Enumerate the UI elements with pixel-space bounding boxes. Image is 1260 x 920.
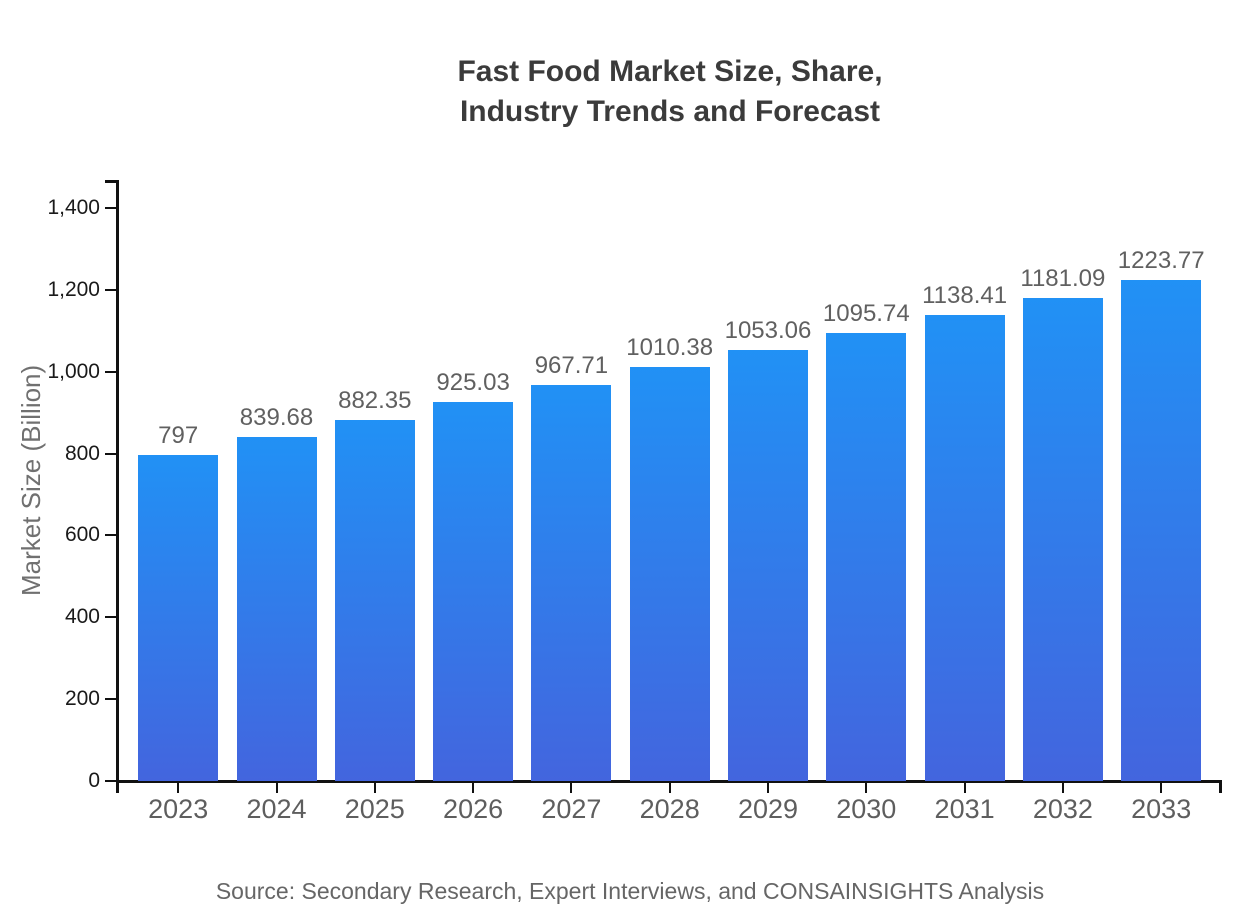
bar-2030 [826,332,907,781]
chart-title: Fast Food Market Size, Share, Industry T… [118,52,1222,132]
x-tick [373,781,376,793]
x-tick-label: 2024 [246,794,307,824]
y-tick [105,370,118,373]
y-tick [105,534,118,537]
y-tick [105,452,118,455]
bar-2026 [433,402,514,781]
x-tick [1160,781,1163,793]
bar-value-label: 797 [158,421,199,449]
x-tick [963,781,966,793]
x-tick [767,781,769,793]
bar-2027 [531,384,612,781]
x-tick-label: 2023 [148,794,209,824]
x-tick-label: 2031 [934,794,995,824]
x-tick [177,781,180,793]
x-axis-end-cap [1219,780,1222,793]
x-tick-label: 2033 [1131,794,1192,824]
bar-2024 [236,437,317,781]
y-tick-label: 1,400 [47,196,100,219]
y-tick-label: 200 [64,687,100,711]
x-tick-label: 2027 [541,794,602,824]
x-tick-label: 2025 [344,794,405,824]
bar-value-label: 839.68 [239,404,314,432]
chart-title-line-2: Industry Trends and Forecast [459,95,881,128]
source-note: Source: Secondary Research, Expert Inter… [215,878,1045,904]
bar-2031 [924,315,1005,781]
y-axis-top-cap [105,180,119,183]
x-tick-label: 2029 [737,794,799,824]
x-tick-label: 2030 [836,794,897,824]
bar-value-label: 1138.41 [922,282,1008,310]
x-tick [275,781,278,793]
x-tick [1061,781,1064,793]
bar-2033 [1121,280,1202,781]
y-tick [105,780,118,782]
y-tick [105,288,118,291]
y-tick [105,207,118,209]
bar-2028 [629,367,710,781]
x-tick-label: 2028 [639,794,700,824]
chart-title-line-1: Fast Food Market Size, Share, [457,55,883,88]
bar-value-label: 1010.38 [626,334,714,362]
bar-value-label: 1053.06 [724,316,812,344]
bar-value-label: 1095.74 [822,299,910,327]
y-tick-label: 1,000 [47,359,100,383]
y-tick-label: 800 [64,441,100,465]
x-tick [865,781,868,793]
bar-2029 [728,349,808,781]
x-tick [668,781,671,793]
y-axis-line [116,180,119,793]
bar-value-label: 925.03 [436,369,510,397]
x-tick [472,781,475,793]
bar-value-label: 882.35 [338,386,412,414]
y-tick [105,698,118,701]
bar-value-label: 1181.09 [1020,264,1106,292]
y-tick [105,616,118,619]
x-tick-label: 2026 [443,794,504,824]
bar-2032 [1022,297,1103,781]
x-tick-label: 2032 [1032,794,1093,824]
bar-2023 [138,454,219,781]
bar-2025 [334,419,415,781]
bar-value-label: 1223.77 [1117,247,1205,275]
bar-value-label: 967.71 [534,351,609,379]
y-tick-label: 1,200 [47,277,100,301]
y-tick-label: 400 [64,605,100,629]
y-tick-label: 0 [88,769,100,792]
y-tick-label: 600 [64,523,100,547]
x-tick [570,781,573,793]
